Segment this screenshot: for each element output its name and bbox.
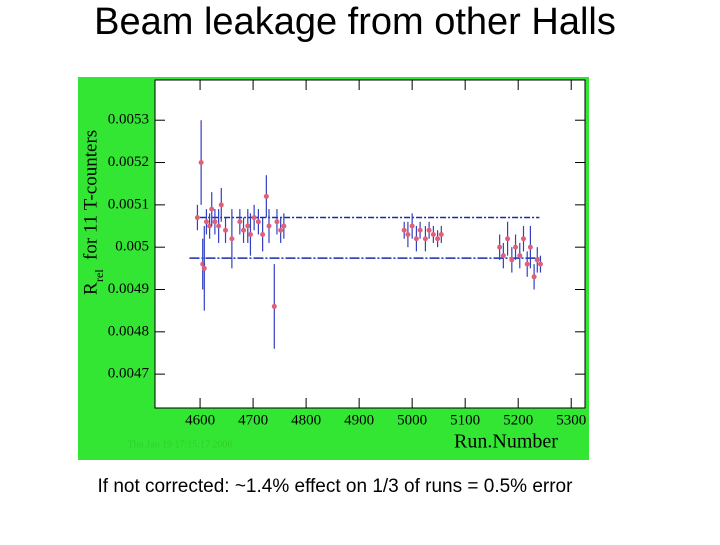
- data-point: [229, 236, 235, 242]
- data-point: [527, 244, 533, 250]
- data-point: [281, 223, 287, 229]
- data-point: [430, 231, 436, 237]
- data-point: [209, 206, 215, 212]
- x-tick-label: 5100: [450, 412, 480, 428]
- data-point: [194, 215, 200, 221]
- data-point: [260, 231, 266, 237]
- data-point: [513, 244, 519, 250]
- x-tick-label: 5300: [556, 412, 586, 428]
- x-tick-label: 4800: [291, 412, 321, 428]
- y-axis-title: R rel for 11 T-counters: [80, 130, 105, 295]
- y-label-rest: for 11 T-counters: [80, 130, 101, 260]
- slide-title: Beam leakage from other Halls: [94, 1, 616, 43]
- data-point: [271, 303, 277, 309]
- data-point: [237, 219, 243, 225]
- data-point: [531, 274, 537, 280]
- data-point: [435, 236, 441, 242]
- x-tick-label: 4700: [238, 412, 268, 428]
- data-point: [278, 227, 284, 233]
- data-point: [266, 223, 272, 229]
- data-point: [534, 257, 540, 263]
- data-point: [409, 223, 415, 229]
- x-tick-label: 4900: [344, 412, 374, 428]
- data-point: [497, 244, 503, 250]
- data-point: [198, 160, 204, 166]
- data-point: [216, 223, 222, 229]
- data-point: [509, 257, 515, 263]
- data-point: [245, 223, 251, 229]
- y-tick-label: 0.0047: [108, 366, 150, 382]
- data-point: [438, 231, 444, 237]
- data-point: [426, 227, 432, 233]
- x-tick-label: 5200: [503, 412, 533, 428]
- data-point: [212, 219, 218, 225]
- x-tick-label: 5000: [397, 412, 427, 428]
- data-point: [241, 227, 247, 233]
- data-point: [207, 223, 213, 229]
- data-point: [274, 219, 280, 225]
- data-point: [517, 253, 523, 259]
- data-point: [401, 227, 407, 233]
- data-point: [520, 236, 526, 242]
- data-point: [505, 236, 511, 242]
- data-point: [537, 261, 543, 267]
- plot-area: [154, 79, 586, 409]
- caption: If not corrected: ~1.4% effect on 1/3 of…: [98, 476, 574, 497]
- timestamp: Thu Jan 19 17:15:17 2006: [128, 439, 233, 450]
- y-tick-label: 0.005: [115, 239, 149, 255]
- y-tick-label: 0.0048: [108, 323, 149, 339]
- y-tick-label: 0.0052: [108, 154, 149, 170]
- data-point: [500, 253, 506, 259]
- data-point: [255, 219, 261, 225]
- data-point: [201, 265, 207, 271]
- data-point: [263, 193, 269, 199]
- y-label-main: R: [80, 282, 101, 295]
- data-point: [413, 236, 419, 242]
- x-axis-title: Run.Number: [454, 431, 558, 453]
- data-point: [223, 227, 229, 233]
- data-point: [405, 231, 411, 237]
- y-tick-label: 0.0051: [108, 196, 149, 212]
- data-point: [203, 219, 209, 225]
- y-tick-label: 0.0053: [108, 112, 149, 128]
- y-tick-label: 0.0049: [108, 281, 149, 297]
- x-tick-label: 4600: [185, 412, 215, 428]
- data-point: [417, 227, 423, 233]
- data-point: [251, 215, 257, 221]
- data-point: [218, 202, 224, 208]
- data-point: [524, 261, 530, 267]
- data-point: [422, 236, 428, 242]
- y-label-sub: rel: [92, 269, 106, 282]
- data-point: [247, 231, 253, 237]
